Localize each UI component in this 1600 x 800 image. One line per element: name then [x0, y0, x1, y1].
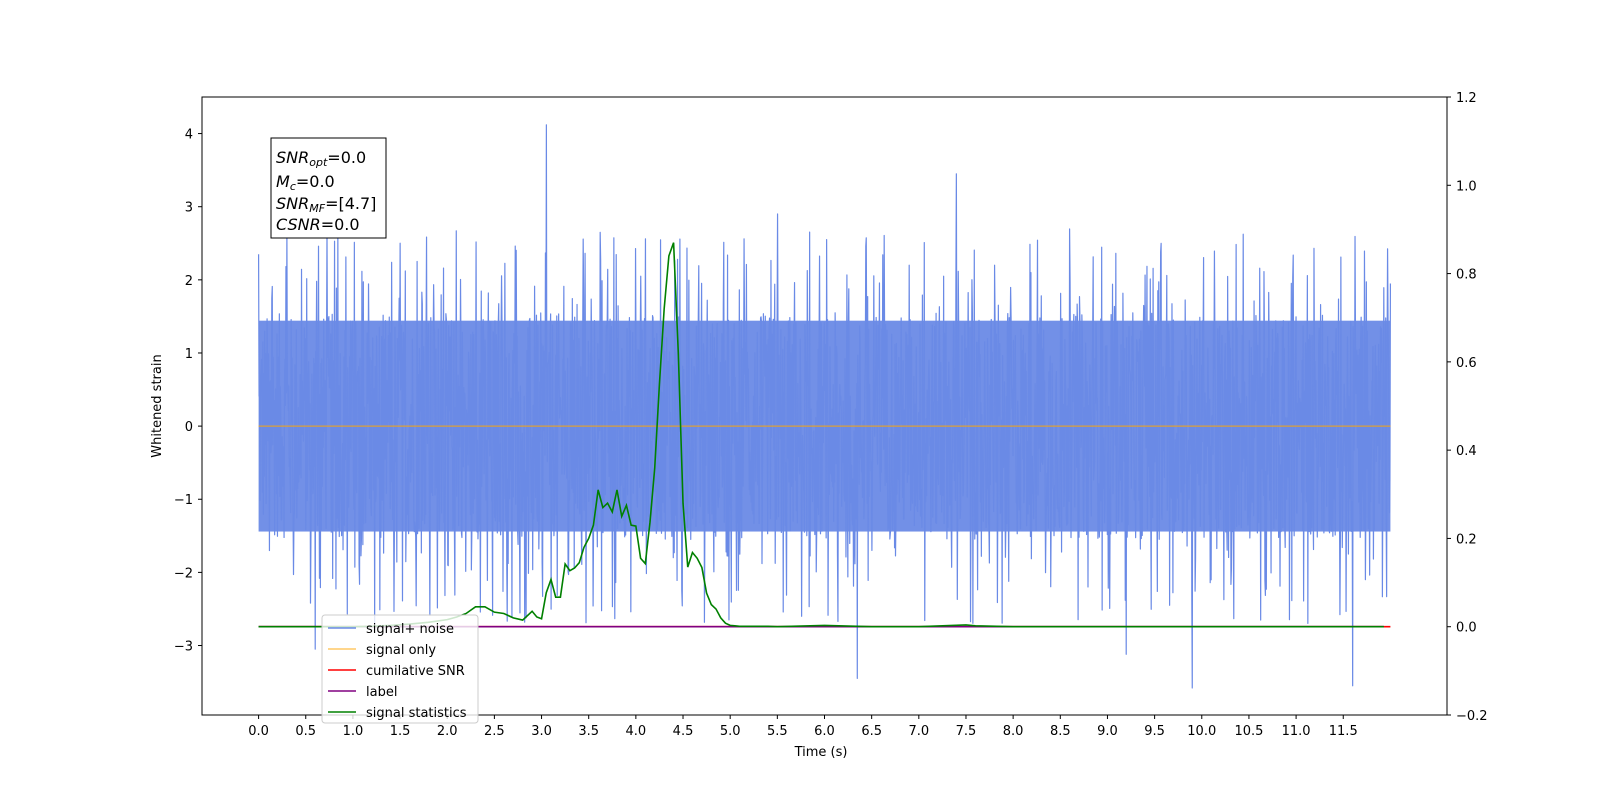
x-tick-label: 11.5 — [1329, 724, 1358, 739]
x-tick-label: 6.5 — [861, 724, 882, 739]
x-tick-label: 3.0 — [531, 724, 552, 739]
x-tick-label: 1.0 — [343, 724, 364, 739]
y-axis-left: −3 −2 −1 0 1 2 3 4 — [174, 128, 202, 655]
annotation-line: SNRMF=[4.7] — [276, 194, 376, 215]
y-tick-label: −2 — [174, 566, 193, 581]
x-tick-label: 9.0 — [1097, 724, 1118, 739]
y-tick-label: −3 — [174, 640, 193, 655]
series-signal-statistics-line — [258, 242, 1384, 628]
y-right-tick-label: 1.2 — [1456, 91, 1477, 106]
legend-entry-signal-statistics: signal statistics — [366, 706, 467, 721]
legend: signal+ noise signal only cumilative SNR la… — [321, 614, 479, 724]
x-tick-label: 7.0 — [908, 724, 929, 739]
y-right-tick-label: −0.2 — [1456, 709, 1488, 724]
annotation-line: CSNR=0.0 — [276, 215, 360, 234]
x-tick-label: 0.5 — [295, 724, 316, 739]
annotation-frame — [270, 137, 387, 239]
legend-entry-signal-only: signal only — [366, 643, 436, 658]
legend-entry-cumilative-snr: cumilative SNR — [366, 664, 465, 679]
x-tick-label: 7.5 — [956, 724, 977, 739]
x-tick-label: 9.5 — [1144, 724, 1165, 739]
series-signal-noise-line — [257, 124, 1392, 689]
y-right-tick-label: 0.2 — [1456, 532, 1477, 547]
y-tick-label: 4 — [185, 128, 193, 143]
x-tick-label: 8.0 — [1003, 724, 1024, 739]
x-tick-label: 10.0 — [1187, 724, 1216, 739]
y-tick-label: 3 — [185, 201, 193, 216]
x-tick-label: 10.5 — [1234, 724, 1263, 739]
y-tick-label: 2 — [185, 274, 193, 289]
x-tick-label: 4.0 — [626, 724, 647, 739]
y-tick-label: 1 — [185, 347, 193, 362]
x-tick-label: 6.0 — [814, 724, 835, 739]
y-axis-label: Whitened strain — [150, 354, 165, 457]
x-axis-label: Time (s) — [794, 745, 848, 760]
y-right-tick-label: 0.6 — [1456, 356, 1477, 371]
x-tick-label: 5.0 — [720, 724, 741, 739]
x-tick-label: 8.5 — [1050, 724, 1071, 739]
annotation-line: SNRopt=0.0 — [276, 148, 366, 169]
x-tick-label: 11.0 — [1282, 724, 1311, 739]
y-tick-label: −1 — [174, 493, 193, 508]
x-tick-label: 1.5 — [390, 724, 411, 739]
x-tick-label: 3.5 — [578, 724, 599, 739]
x-tick-label: 2.0 — [437, 724, 458, 739]
x-tick-label: 2.5 — [484, 724, 505, 739]
y-right-tick-label: 0.0 — [1456, 621, 1477, 636]
y-right-tick-label: 0.8 — [1456, 268, 1477, 283]
y-tick-label: 0 — [185, 420, 193, 435]
y-right-tick-label: 1.0 — [1456, 179, 1477, 194]
x-tick-label: 4.5 — [673, 724, 694, 739]
x-tick-label: 0.0 — [248, 724, 269, 739]
noise-series — [257, 124, 1392, 689]
x-axis: 0.0 0.5 1.0 1.5 2.0 2.5 3.0 3.5 4.0 4.5 5.0 5.5 6.0 6… — [248, 715, 1358, 739]
annotation-line: Mc=0.0 — [276, 172, 335, 193]
legend-entry-label: label — [366, 685, 397, 700]
x-tick-label: 5.5 — [767, 724, 788, 739]
legend-frame — [321, 614, 479, 724]
y-axis-right: −0.2 0.0 0.2 0.4 0.6 0.8 1.0 1.2 — [1447, 91, 1488, 724]
legend-entry-signal-noise: signal+ noise — [366, 622, 454, 637]
y-right-tick-label: 0.4 — [1456, 444, 1477, 459]
